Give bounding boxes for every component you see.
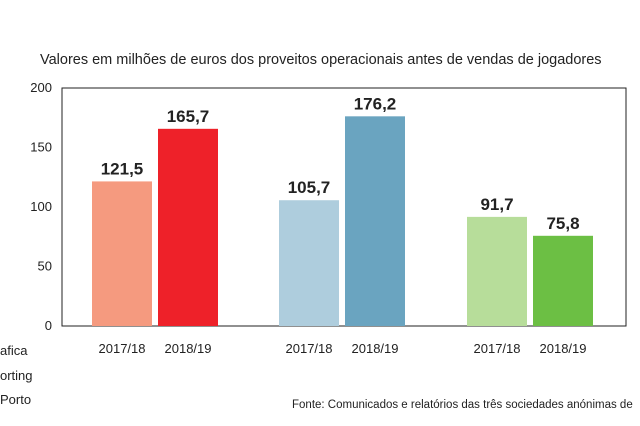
bar-sporting-2018-19 bbox=[345, 116, 405, 327]
source-note: Fonte: Comunicados e relatórios das três… bbox=[292, 399, 633, 411]
y-tick-label: 100 bbox=[30, 199, 52, 214]
x-category-label: 2017/18 bbox=[99, 341, 146, 356]
bar-porto-2018-19 bbox=[533, 235, 593, 326]
bar-value-label: 176,2 bbox=[354, 94, 397, 113]
legend-item: afica bbox=[0, 343, 28, 358]
bar-value-label: 165,7 bbox=[167, 107, 210, 126]
legend-item: Porto bbox=[0, 392, 31, 407]
bar-benfica-2018-19 bbox=[158, 128, 218, 326]
x-category-label: 2018/19 bbox=[352, 341, 399, 356]
bar-value-label: 121,5 bbox=[101, 159, 144, 178]
bar-benfica-2017-18 bbox=[92, 181, 152, 326]
y-tick-label: 150 bbox=[30, 140, 52, 155]
x-category-label: 2017/18 bbox=[286, 341, 333, 356]
bar-porto-2017-18 bbox=[467, 216, 527, 326]
y-tick-label: 0 bbox=[45, 318, 52, 333]
bar-value-label: 75,8 bbox=[546, 214, 579, 233]
x-category-label: 2018/19 bbox=[165, 341, 212, 356]
plot-frame bbox=[61, 87, 627, 327]
x-category-label: 2018/19 bbox=[540, 341, 587, 356]
y-tick-label: 50 bbox=[38, 259, 52, 274]
x-category-label: 2017/18 bbox=[474, 341, 521, 356]
bar-value-label: 105,7 bbox=[288, 178, 331, 197]
legend-item: orting bbox=[0, 368, 33, 383]
bar-value-label: 91,7 bbox=[480, 195, 513, 214]
bar-sporting-2017-18 bbox=[279, 200, 339, 326]
chart-title: Valores em milhões de euros dos proveito… bbox=[40, 52, 602, 68]
y-tick-label: 200 bbox=[30, 80, 52, 95]
